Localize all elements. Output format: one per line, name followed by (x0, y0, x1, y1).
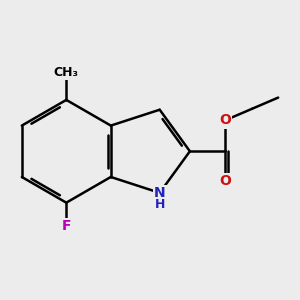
Text: O: O (219, 174, 231, 188)
Text: N: N (154, 186, 166, 200)
Text: CH₃: CH₃ (54, 66, 79, 79)
Text: H: H (154, 198, 165, 211)
Text: O: O (219, 113, 231, 128)
Text: F: F (61, 219, 71, 233)
